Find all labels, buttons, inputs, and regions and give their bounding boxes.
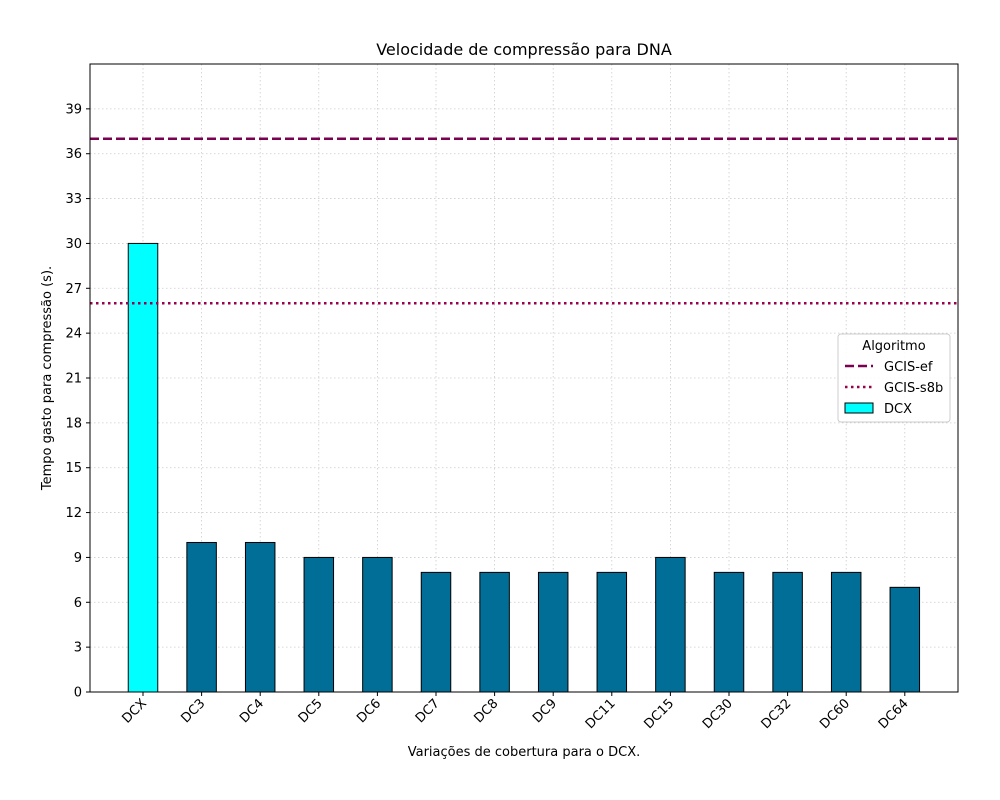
bar-dc5 <box>303 556 335 693</box>
x-tick-label: DC4 <box>237 696 267 726</box>
bar-dc60 <box>830 571 862 693</box>
bar-dc4 <box>244 541 276 693</box>
y-tick-label: 9 <box>74 551 82 566</box>
x-tick-label: DC30 <box>700 696 736 732</box>
chart-title: Velocidade de compressão para DNA <box>376 40 672 59</box>
y-tick-label: 15 <box>65 461 82 476</box>
x-tick-label: DCX <box>119 696 149 726</box>
legend-swatch-dcx <box>844 402 874 414</box>
y-tick-label: 18 <box>65 416 82 431</box>
bar-dc30 <box>713 571 745 693</box>
x-axis-label: Variações de cobertura para o DCX. <box>408 745 641 760</box>
y-tick-label: 21 <box>65 372 82 387</box>
y-tick-label: 24 <box>65 327 82 342</box>
bar-dc6 <box>362 556 393 693</box>
x-tick-label: DC6 <box>354 696 384 726</box>
y-tick-label: 6 <box>74 596 82 611</box>
x-tick-label: DC64 <box>876 696 912 732</box>
bar-dc15 <box>655 556 686 693</box>
y-tick-label: 27 <box>65 282 82 297</box>
bar-dc11 <box>596 571 628 693</box>
x-tick-label: DC9 <box>530 696 560 726</box>
plot-frame <box>89 63 959 693</box>
x-tick-label: DC60 <box>817 696 853 732</box>
x-tick-label: DC15 <box>641 696 677 732</box>
y-tick-label: 30 <box>65 237 82 252</box>
bar-dc7 <box>420 571 452 693</box>
legend-label-gcis-s8b: GCIS-s8b <box>884 381 943 396</box>
x-tick-label: DC7 <box>413 696 443 726</box>
y-tick-label: 12 <box>65 506 82 521</box>
bar-dc3 <box>186 541 217 693</box>
legend-title: Algoritmo <box>862 339 925 354</box>
bar-dc64 <box>889 586 921 693</box>
bar-dcx <box>127 242 159 693</box>
bar-dc32 <box>772 571 803 693</box>
reference-lines <box>90 137 958 305</box>
x-tick-label: DC3 <box>178 696 208 726</box>
bars <box>127 242 921 693</box>
bar-dc8 <box>479 571 510 693</box>
legend-box <box>837 333 951 423</box>
x-axis: DCX DC3 DC4 DC5 DC6 DC7 DC8 DC9 DC11 DC15 DC30 DC32… <box>119 692 912 732</box>
x-tick-label: DC8 <box>471 696 501 726</box>
grid <box>90 64 958 693</box>
y-tick-label: 0 <box>74 686 82 701</box>
y-tick-label: 36 <box>65 147 82 162</box>
bar-dc9 <box>537 571 569 693</box>
x-tick-label: DC32 <box>759 696 795 732</box>
legend: Algoritmo GCIS-ef GCIS-s8b DCX <box>837 333 951 423</box>
y-tick-label: 3 <box>74 641 82 656</box>
legend-label-gcis-ef: GCIS-ef <box>884 360 933 375</box>
y-axis-label: Tempo gasto para compressão (s). <box>40 266 55 491</box>
x-tick-label: DC5 <box>296 696 326 726</box>
y-tick-label: 33 <box>65 192 82 207</box>
y-tick-label: 39 <box>65 102 82 117</box>
x-tick-label: DC11 <box>583 696 619 732</box>
legend-label-dcx: DCX <box>884 402 912 417</box>
